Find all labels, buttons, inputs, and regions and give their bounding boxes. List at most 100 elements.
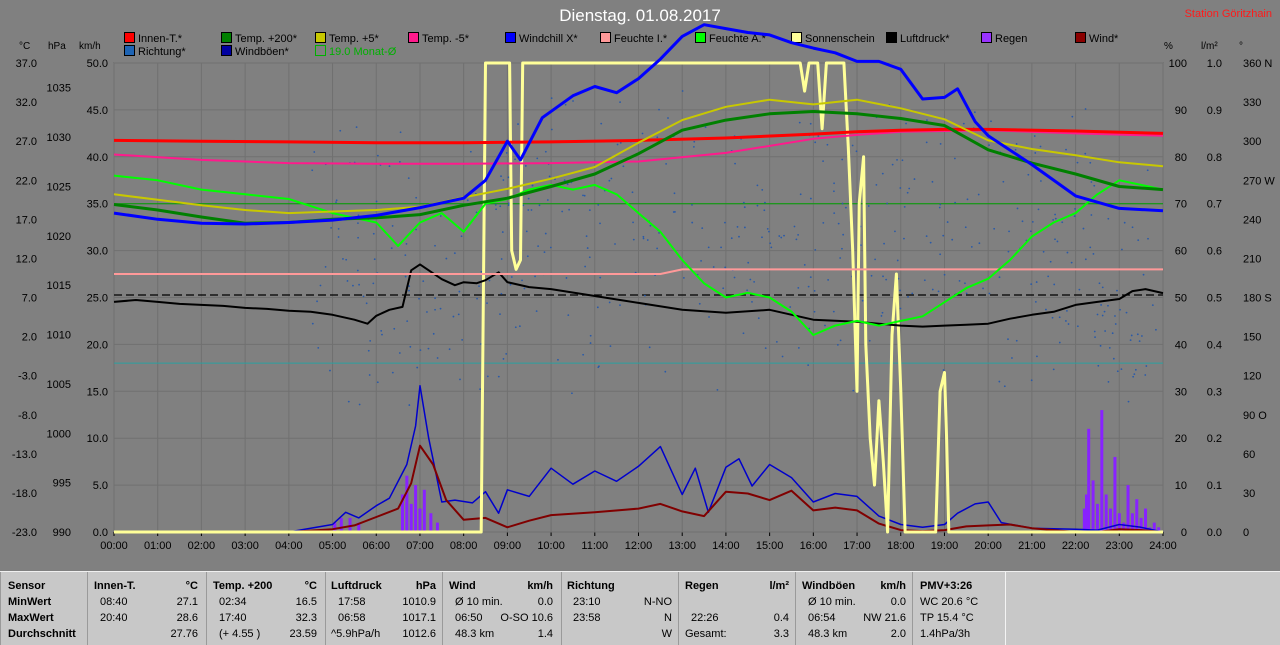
direction-point <box>964 282 966 285</box>
direction-point <box>998 380 1001 383</box>
direction-point <box>1070 261 1073 264</box>
direction-point <box>544 150 547 153</box>
direction-point <box>1030 283 1033 286</box>
direction-point <box>746 289 749 292</box>
direction-point <box>609 345 612 348</box>
y-tick-label-lm2: 0.1 <box>1207 480 1222 492</box>
direction-point <box>722 287 725 290</box>
direction-point <box>951 238 954 241</box>
direction-point <box>505 352 508 355</box>
stats-label: Gesamt: <box>685 628 727 640</box>
direction-point <box>1056 240 1059 243</box>
y-tick-label-lm2: 0.6 <box>1207 246 1222 258</box>
direction-point <box>588 256 591 259</box>
direction-point <box>564 103 567 106</box>
direction-point <box>622 165 625 168</box>
direction-point <box>375 200 378 203</box>
legend-item: Wind* <box>1075 32 1118 45</box>
x-tick-label: 18:00 <box>887 540 915 552</box>
direction-point <box>736 225 739 228</box>
direction-point <box>973 111 976 114</box>
direction-point <box>780 236 783 239</box>
direction-point <box>826 143 829 146</box>
direction-point <box>505 152 508 154</box>
rain-bar <box>1100 410 1104 532</box>
direction-point <box>962 122 965 125</box>
direction-point <box>436 357 439 359</box>
direction-point <box>1089 246 1092 249</box>
x-tick-label: 13:00 <box>668 540 696 552</box>
direction-point <box>903 237 905 240</box>
direction-point <box>335 199 338 202</box>
direction-point <box>572 100 574 102</box>
stats-time: 20:40 <box>100 612 128 624</box>
direction-point <box>691 203 693 206</box>
direction-point <box>369 339 372 342</box>
direction-point <box>1007 338 1009 341</box>
rain-bar <box>1144 508 1148 532</box>
direction-point <box>546 199 549 201</box>
rain-bar <box>1126 485 1130 532</box>
direction-point <box>1101 314 1104 317</box>
direction-point <box>1137 239 1140 242</box>
direction-point <box>434 297 437 300</box>
x-tick-label: 24:00 <box>1149 540 1177 552</box>
direction-point <box>756 204 759 207</box>
direction-point <box>899 187 902 189</box>
direction-point <box>1100 304 1102 306</box>
legend-item: Windchill X* <box>505 32 578 45</box>
direction-point <box>1031 220 1034 223</box>
rain-bar <box>1130 513 1134 532</box>
direction-point <box>1093 184 1096 187</box>
direction-point <box>982 287 984 290</box>
direction-point <box>1146 169 1149 172</box>
direction-point <box>899 307 902 310</box>
direction-point <box>807 285 810 288</box>
x-tick-label: 17:00 <box>843 540 871 552</box>
direction-point <box>681 90 684 92</box>
direction-point <box>769 242 772 245</box>
x-tick-label: 15:00 <box>756 540 784 552</box>
stats-unit: km/h <box>880 580 906 592</box>
direction-point <box>522 204 525 207</box>
direction-point <box>452 315 455 318</box>
legend-item: Temp. +5* <box>315 32 379 45</box>
direction-point <box>1144 374 1147 376</box>
direction-point <box>1035 281 1038 283</box>
stats-header: Regen <box>685 580 719 592</box>
direction-point <box>1120 368 1123 371</box>
direction-point <box>761 188 764 191</box>
direction-point <box>880 315 883 317</box>
direction-point <box>313 151 316 153</box>
direction-point <box>855 150 858 153</box>
x-tick-label: 12:00 <box>625 540 653 552</box>
direction-point <box>632 221 634 224</box>
direction-point <box>434 308 436 311</box>
direction-point <box>497 375 500 378</box>
direction-point <box>408 285 411 287</box>
y-tick-label-celsius: -8.0 <box>18 410 37 422</box>
direction-point <box>896 158 898 161</box>
direction-point <box>953 157 956 160</box>
direction-point <box>1099 344 1102 347</box>
y-tick-label-celsius: -18.0 <box>12 488 37 500</box>
direction-point <box>571 392 573 395</box>
y-tick-label-celsius: 37.0 <box>16 58 37 70</box>
direction-point <box>1037 208 1040 211</box>
direction-point <box>599 222 601 225</box>
direction-point <box>923 279 926 282</box>
unit-deg: ° <box>1239 41 1243 52</box>
direction-point <box>939 203 942 206</box>
direction-point <box>747 261 750 264</box>
direction-point <box>500 292 503 295</box>
direction-point <box>789 306 792 308</box>
direction-point <box>1040 180 1042 182</box>
direction-point <box>525 230 528 233</box>
direction-point <box>977 193 980 196</box>
y-tick-label-kmh: 40.0 <box>87 152 108 164</box>
direction-point <box>355 126 358 129</box>
rain-bar <box>348 517 352 532</box>
direction-point <box>614 243 616 245</box>
direction-point <box>913 178 916 180</box>
direction-point <box>943 273 946 276</box>
